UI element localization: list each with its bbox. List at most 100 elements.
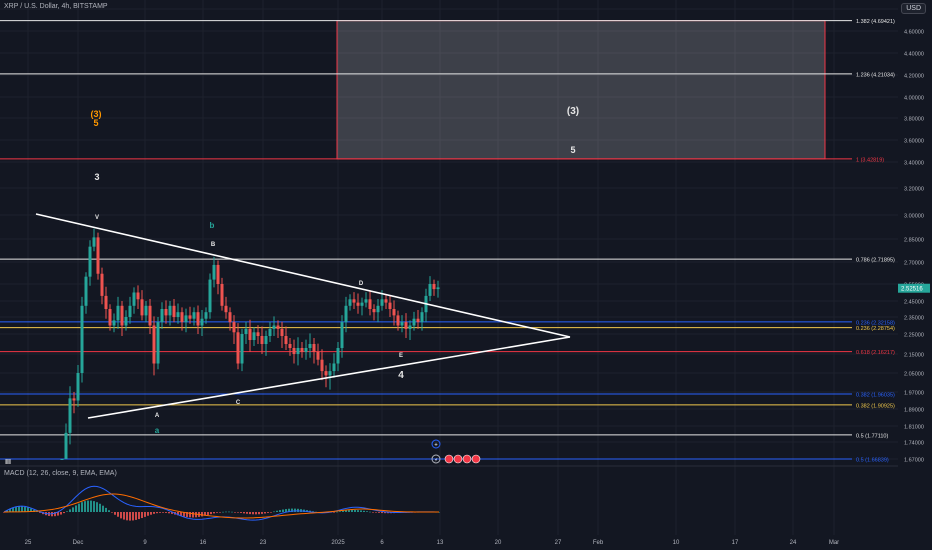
candle-body-71: [344, 305, 348, 323]
candle-body-55: [280, 328, 284, 336]
candle-body-82: [388, 302, 392, 309]
macd-hist-bar: [153, 512, 155, 514]
candle-body-90: [420, 312, 424, 323]
fib-label-6: 0.618 (2.16217): [856, 350, 895, 356]
macd-hist-bar: [159, 512, 161, 513]
macd-hist-bar: [228, 511, 230, 513]
time-tick-13: 24: [790, 540, 797, 546]
macd-hist-bar: [345, 510, 347, 512]
macd-hist-bar: [348, 510, 350, 512]
plus-icon-glyph: +: [434, 443, 438, 449]
time-tick-14: Mar: [829, 540, 839, 546]
candle-body-29: [176, 312, 180, 317]
candle-body-25: [160, 309, 164, 323]
candle-body-74: [356, 302, 360, 306]
macd-hist-bar: [195, 512, 197, 518]
candle-body-26: [164, 309, 168, 316]
macd-hist-bar: [246, 512, 248, 514]
macd-hist-bar: [219, 512, 221, 513]
macd-hist-bar: [96, 502, 98, 512]
triangle-upper-line: [35, 213, 571, 338]
macd-hist-bar: [63, 512, 65, 514]
drawing-tools[interactable]: +⚡: [431, 439, 481, 464]
macd-hist-bar: [66, 511, 68, 512]
candle-body-33: [192, 312, 196, 319]
macd-hist-bar: [18, 506, 20, 512]
time-tick-10: Feb: [593, 540, 604, 546]
candle-body-4: [76, 373, 80, 401]
macd-hist-bar: [135, 512, 137, 520]
fib-label-3: 0.786 (2.71895): [856, 258, 895, 264]
wave-label-2: 3: [94, 172, 99, 182]
candle-body-48: [252, 332, 256, 340]
candle-body-84: [396, 315, 400, 326]
macd-hist-bar: [384, 512, 386, 514]
candle-body-89: [416, 318, 420, 323]
currency-button[interactable]: USD: [901, 3, 926, 14]
price-tick-11: 2.70000: [904, 261, 924, 267]
candle-body-76: [364, 299, 368, 303]
macd-hist-bar: [381, 512, 383, 514]
candle-body-0: [60, 459, 64, 460]
chart-grid: [0, 0, 898, 535]
plus-icon: [431, 439, 441, 449]
candle-body-15: [120, 305, 124, 326]
price-axis-bg: [898, 0, 932, 550]
candle-body-77: [368, 299, 372, 309]
fib-label-1: 1.236 (4.21034): [856, 72, 895, 78]
candle-body-18: [132, 292, 136, 306]
candle-body-47: [248, 328, 252, 340]
candle-body-73: [352, 299, 356, 303]
macd-hist-bar: [15, 506, 17, 512]
macd-hist-bar: [69, 509, 71, 512]
macd-hist-bar: [105, 507, 107, 512]
candle-body-12: [108, 309, 112, 326]
macd-hist-bar: [171, 512, 173, 514]
macd-hist-bar: [378, 512, 380, 513]
macd-hist-bar: [240, 512, 242, 513]
time-axis[interactable]: 25 Dec 9 16 23 2025 6 13 20 27 Feb 10 17 24 Mar: [25, 540, 840, 546]
macd-hist-bar: [252, 512, 254, 515]
candle-body-79: [376, 305, 380, 313]
time-tick-4: 23: [260, 540, 267, 546]
candle-body-1: [64, 432, 68, 459]
macd-hist-bar: [357, 510, 359, 512]
wave-label-9: E: [399, 353, 403, 359]
macd-hist-bar: [183, 512, 185, 517]
candle-body-65: [320, 359, 324, 372]
macd-hist-bar: [258, 512, 260, 515]
price-tick-13: 2.45000: [904, 300, 924, 306]
price-tick-3: 4.20000: [904, 74, 924, 80]
triangle-pattern: [35, 213, 571, 419]
candle-body-19: [136, 292, 140, 300]
price-tick-6: 3.60000: [904, 139, 924, 145]
macd-hist-bar: [249, 512, 251, 515]
triangle-lower-line: [87, 336, 571, 419]
price-tick-9: 3.00000: [904, 214, 924, 220]
macd-hist-bar: [60, 512, 62, 515]
macd-hist-bar: [138, 512, 140, 520]
candle-body-20: [140, 299, 144, 316]
candle-body-57: [288, 344, 292, 348]
macd-hist-bar: [27, 507, 29, 512]
time-tick-2: 9: [143, 540, 147, 546]
macd-hist-bar: [294, 508, 296, 512]
price-tick-16: 2.15000: [904, 353, 924, 359]
price-axis[interactable]: 4.800004.600004.400004.200004.000003.800…: [898, 0, 932, 550]
candle-body-30: [180, 312, 184, 323]
macd-hist-bar: [162, 512, 164, 513]
candle-body-64: [316, 352, 320, 360]
macd-hist-bar: [87, 500, 89, 512]
price-tick-5: 3.80000: [904, 117, 924, 123]
lightning-icon-glyph: ⚡: [434, 458, 438, 464]
wave-label-7: 5: [570, 145, 575, 155]
macd-hist-bar: [72, 507, 74, 512]
macd-hist-bar: [6, 510, 8, 512]
candle-body-42: [228, 312, 232, 323]
wave-label-6: (3): [567, 106, 579, 117]
candle-body-58: [292, 348, 296, 354]
macd-hist-bar: [120, 512, 122, 519]
price-tick-10: 2.85000: [904, 238, 924, 244]
candle-body-86: [404, 322, 408, 329]
